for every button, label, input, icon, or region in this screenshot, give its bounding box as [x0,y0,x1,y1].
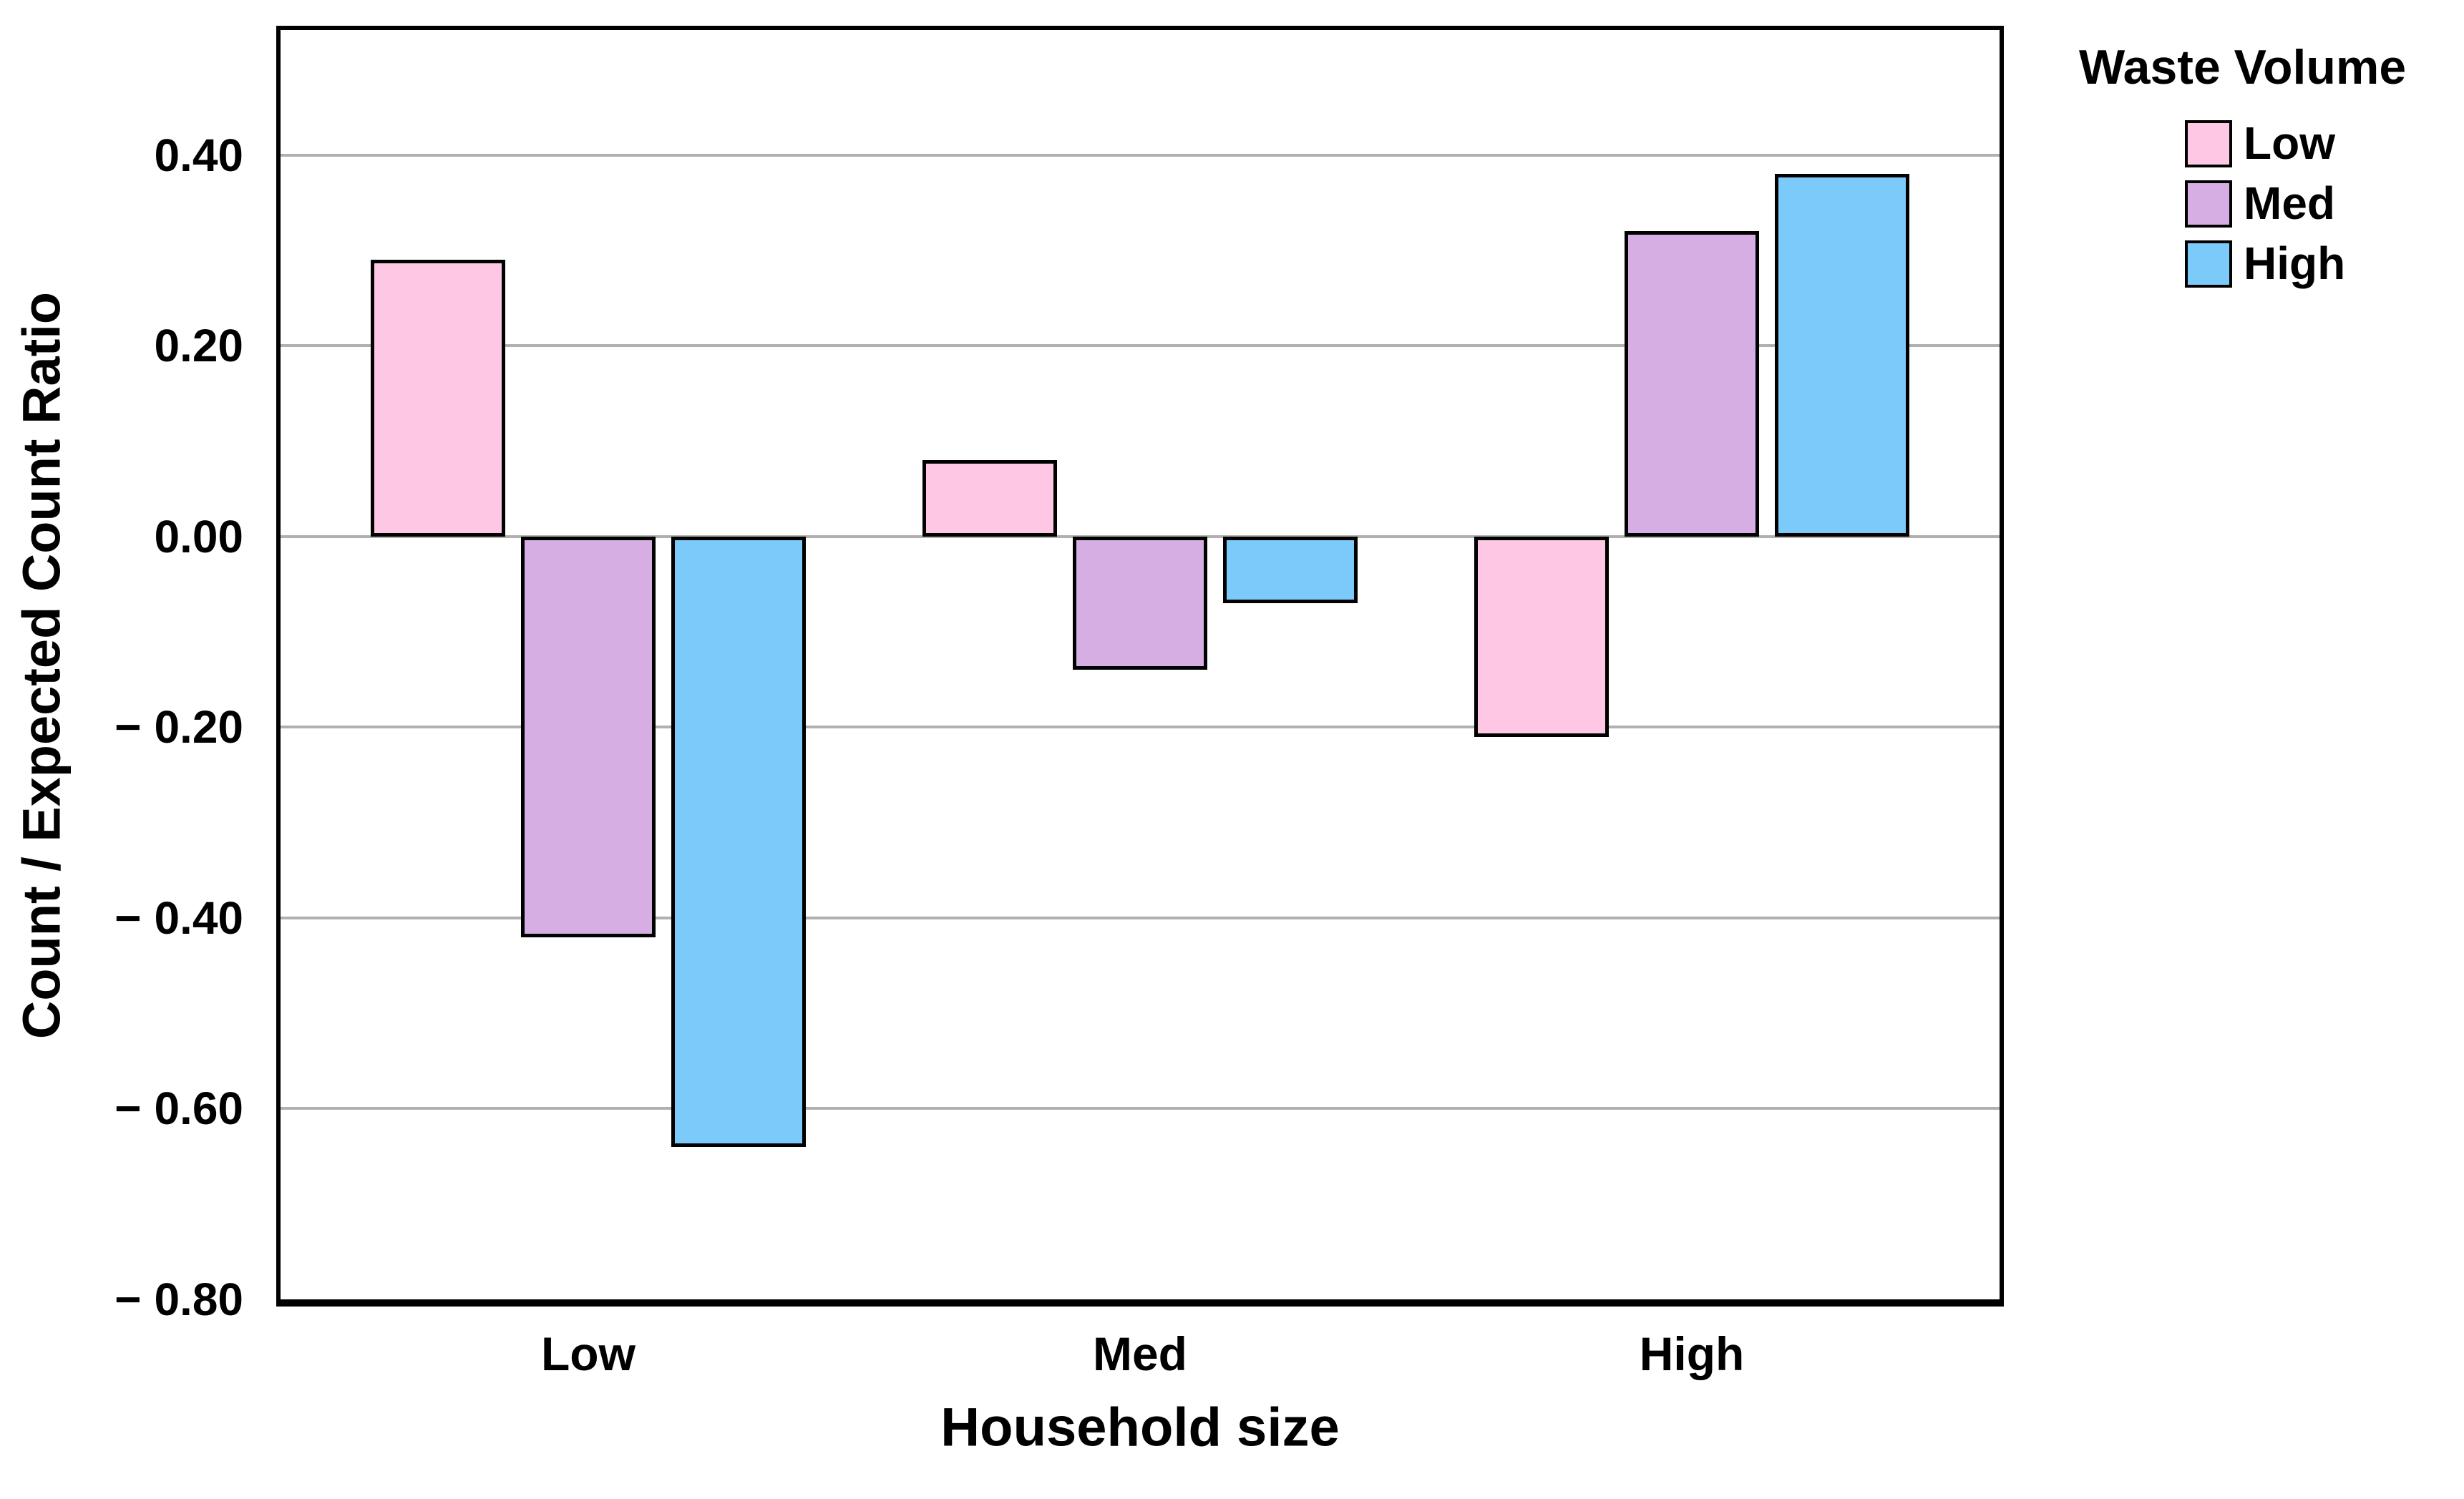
x-tick-med: Med [1093,1327,1187,1380]
legend-swatch-high [2185,240,2232,288]
gridline-−0.60 [281,1107,2000,1110]
bar-low-low [370,260,505,537]
bar-low-high [671,536,806,1147]
bar-high-low [1474,536,1610,737]
legend-label-high: High [2244,238,2346,289]
plot-area [276,26,2004,1307]
legend-label-low: Low [2244,117,2335,169]
x-axis-title: Household size [940,1397,1340,1458]
legend-swatch-med [2185,180,2232,228]
gridline-0.40 [281,153,2000,157]
legend-label-med: Med [2244,177,2335,229]
bar-high-med [1625,231,1760,537]
plot-inner [281,30,2000,1299]
gridline-−0.20 [281,726,2000,729]
bar-high-high [1775,174,1910,537]
y-tick-0.20: 0.20 [154,320,243,372]
y-tick-−0.60: − 0.60 [115,1083,243,1135]
x-tick-low: Low [540,1327,636,1380]
legend-title: Waste Volume [2079,40,2407,94]
bar-med-low [922,460,1057,537]
gridline-−0.40 [281,916,2000,919]
gridline-0.20 [281,344,2000,348]
y-tick-−0.80: − 0.80 [115,1274,243,1325]
y-tick-−0.40: − 0.40 [115,892,243,944]
y-tick-0.40: 0.40 [154,129,243,181]
legend-swatch-low [2185,120,2232,167]
x-tick-high: High [1639,1327,1745,1380]
bar-med-med [1073,536,1207,670]
y-tick-0.00: 0.00 [154,510,243,562]
y-tick-−0.20: − 0.20 [115,701,243,753]
bar-med-high [1223,536,1358,604]
bar-low-med [520,536,656,937]
